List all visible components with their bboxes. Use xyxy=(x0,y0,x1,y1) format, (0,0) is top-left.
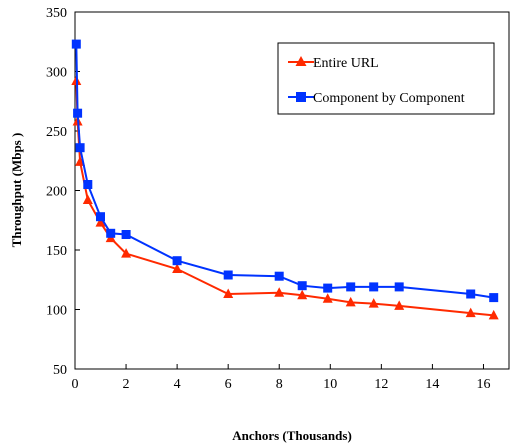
data-point-component-by-component xyxy=(489,293,499,303)
data-point-entire-url xyxy=(465,307,476,318)
data-point-component-by-component xyxy=(223,270,233,280)
data-point-component-by-component xyxy=(297,281,307,291)
data-point-entire-url xyxy=(345,296,356,307)
data-point-component-by-component xyxy=(73,108,83,118)
x-tick-label: 8 xyxy=(276,377,283,392)
data-point-entire-url xyxy=(297,289,308,300)
x-tick-label: 14 xyxy=(425,377,439,392)
legend-box xyxy=(277,42,495,115)
y-tick-label: 150 xyxy=(46,244,67,259)
y-tick-label: 300 xyxy=(46,66,67,81)
data-point-component-by-component xyxy=(121,230,131,239)
y-tick-label: 100 xyxy=(46,304,67,319)
data-point-component-by-component xyxy=(394,282,404,292)
y-tick-label: 250 xyxy=(46,125,67,140)
data-point-entire-url xyxy=(121,248,132,258)
y-axis-title: Throughput (Mbps ) xyxy=(9,133,24,248)
data-point-entire-url xyxy=(172,263,183,273)
data-point-component-by-component xyxy=(274,271,284,281)
x-tick-label: 2 xyxy=(123,377,130,392)
legend-label-entire-url: Entire URL xyxy=(313,56,379,71)
legend-marker-component-by-component xyxy=(296,92,306,102)
data-point-component-by-component xyxy=(346,282,356,292)
data-point-entire-url xyxy=(274,287,285,297)
data-point-component-by-component xyxy=(83,180,93,189)
x-axis-title: Anchors (Thousands) xyxy=(232,428,352,443)
legend-label-component-by-component: Component by Component xyxy=(313,91,465,106)
data-point-entire-url xyxy=(95,217,106,227)
data-point-component-by-component xyxy=(106,228,116,238)
x-tick-label: 6 xyxy=(225,377,232,392)
data-point-entire-url xyxy=(394,300,405,310)
data-point-component-by-component xyxy=(323,283,333,293)
data-point-component-by-component xyxy=(71,39,81,49)
y-tick-label: 200 xyxy=(46,185,67,200)
data-point-component-by-component xyxy=(172,256,182,266)
data-point-component-by-component xyxy=(369,282,379,292)
data-point-entire-url xyxy=(368,298,379,308)
x-tick-label: 4 xyxy=(174,377,181,392)
data-point-entire-url xyxy=(488,309,499,320)
y-axis: 50 100 150 200 250 300 350 xyxy=(46,6,80,378)
legend-marker-entire-url xyxy=(295,56,307,66)
data-point-entire-url xyxy=(82,194,93,204)
y-tick-label: 350 xyxy=(46,6,67,21)
data-point-component-by-component xyxy=(96,212,105,222)
x-tick-label: 10 xyxy=(323,377,337,392)
data-point-entire-url xyxy=(322,293,333,303)
y-tick-label: 50 xyxy=(53,363,67,378)
x-tick-label: 16 xyxy=(476,377,490,392)
data-point-entire-url xyxy=(223,288,234,298)
x-tick-label: 12 xyxy=(374,377,388,392)
x-axis: 0 2 4 6 8 10 12 14 16 xyxy=(72,364,490,392)
series-layer xyxy=(71,39,499,320)
x-tick-label: 0 xyxy=(72,377,79,392)
legend: Entire URL Component by Component xyxy=(277,42,495,115)
data-point-component-by-component xyxy=(75,143,85,153)
data-point-component-by-component xyxy=(466,289,476,299)
